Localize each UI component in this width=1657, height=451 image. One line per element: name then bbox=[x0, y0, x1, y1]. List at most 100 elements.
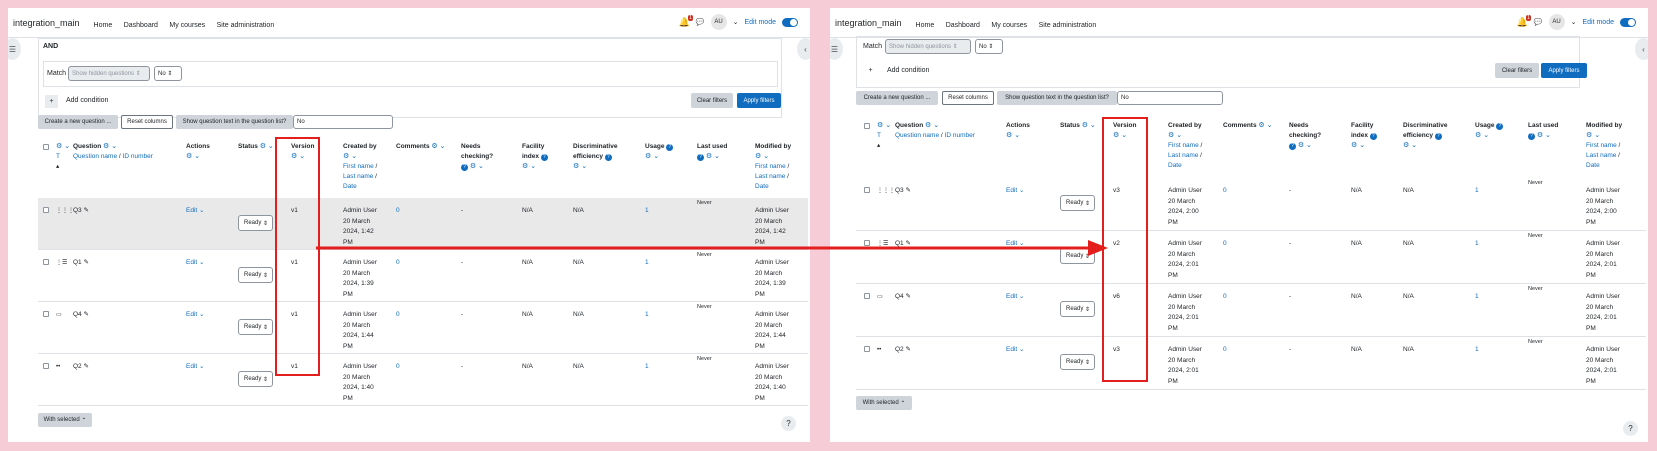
status-select[interactable]: Ready ⇕ bbox=[238, 215, 273, 231]
edit-menu[interactable]: Edit ⌄ bbox=[186, 206, 204, 217]
help-icon[interactable]: ? bbox=[781, 416, 796, 431]
add-condition[interactable]: Add condition bbox=[887, 67, 930, 74]
avatar[interactable]: AU bbox=[1548, 14, 1565, 30]
show-text-select[interactable]: No bbox=[293, 115, 393, 129]
edit-link[interactable]: Edit bbox=[186, 259, 198, 266]
clear-filters-button[interactable]: Clear filters bbox=[691, 93, 733, 108]
needs-gear-icon[interactable]: ⚙ ⌄ bbox=[469, 163, 484, 170]
comments-cell[interactable]: 0 bbox=[1223, 293, 1227, 300]
version-gear-icon[interactable]: ⚙ ⌄ bbox=[291, 153, 306, 160]
row-checkbox[interactable] bbox=[864, 346, 870, 352]
edit-link[interactable]: Edit bbox=[186, 311, 198, 318]
discriminative-gear-icon[interactable]: ⚙ ⌄ bbox=[573, 163, 588, 170]
create-question-button[interactable]: Create a new question ... bbox=[38, 115, 118, 129]
comments-cell[interactable]: 0 bbox=[1223, 240, 1227, 247]
help-circle-icon[interactable]: ? bbox=[461, 164, 468, 171]
row-checkbox[interactable] bbox=[864, 240, 870, 246]
edit-menu[interactable]: Edit ⌄ bbox=[186, 310, 204, 321]
usage-gear-icon[interactable]: ⚙ ⌄ bbox=[1475, 132, 1490, 139]
edit-link[interactable]: Edit bbox=[1006, 187, 1018, 194]
select-all-checkbox[interactable] bbox=[43, 144, 49, 150]
modified-by-gear-icon[interactable]: ⚙ ⌄ bbox=[755, 153, 770, 160]
row-checkbox[interactable] bbox=[43, 363, 49, 369]
row-checkbox[interactable] bbox=[43, 311, 49, 317]
created-by-gear-icon[interactable]: ⚙ ⌄ bbox=[1168, 132, 1183, 139]
sort-last-name-link[interactable]: Last name bbox=[1586, 152, 1617, 159]
nav-my-courses[interactable]: My courses bbox=[991, 21, 1028, 29]
help-circle-icon[interactable]: ? bbox=[666, 144, 674, 151]
help-circle-icon[interactable]: ? bbox=[1434, 133, 1442, 140]
discriminative-gear-icon[interactable]: ⚙ ⌄ bbox=[1403, 142, 1418, 149]
nav-site-admin[interactable]: Site administration bbox=[1038, 21, 1097, 29]
help-circle-icon[interactable]: ? bbox=[1528, 133, 1535, 140]
drawer-toggle-icon[interactable]: ☰ bbox=[830, 38, 843, 60]
drawer-toggle-icon[interactable]: ☰ bbox=[8, 38, 21, 60]
chevron-down-icon[interactable]: ⌄ bbox=[1570, 19, 1577, 26]
bell-icon[interactable]: 🔔 1 bbox=[1516, 14, 1531, 27]
edit-menu[interactable]: Edit ⌄ bbox=[186, 258, 204, 269]
apply-filters-button[interactable]: Apply filters bbox=[737, 93, 781, 108]
sort-date-link[interactable]: Date bbox=[755, 183, 769, 190]
help-circle-icon[interactable]: ? bbox=[540, 154, 548, 161]
reset-columns-button[interactable]: Reset columns bbox=[121, 115, 173, 129]
edit-menu[interactable]: Edit ⌄ bbox=[1006, 292, 1024, 303]
type-sort-gear-icon[interactable]: ⚙ ⌄ bbox=[877, 122, 892, 129]
usage-cell[interactable]: 1 bbox=[645, 311, 649, 318]
status-select[interactable]: Ready ⇕ bbox=[238, 371, 273, 387]
sort-id-number-link[interactable]: ID number bbox=[944, 132, 975, 139]
pencil-icon[interactable]: ✎ bbox=[905, 346, 911, 353]
actions-gear-icon[interactable]: ⚙ ⌄ bbox=[186, 153, 201, 160]
help-circle-icon[interactable]: ? bbox=[604, 154, 612, 161]
sort-type-link[interactable]: T bbox=[56, 153, 60, 160]
pencil-icon[interactable]: ✎ bbox=[83, 363, 89, 370]
modified-by-gear-icon[interactable]: ⚙ ⌄ bbox=[1586, 132, 1601, 139]
help-circle-icon[interactable]: ? bbox=[1496, 123, 1504, 130]
help-circle-icon[interactable]: ? bbox=[697, 154, 704, 161]
edit-menu[interactable]: Edit ⌄ bbox=[186, 362, 204, 373]
status-select[interactable]: Ready ⇕ bbox=[238, 267, 273, 283]
sort-first-name-link[interactable]: First name bbox=[1586, 142, 1617, 149]
bell-icon[interactable]: 🔔 1 bbox=[678, 14, 693, 27]
chevron-down-icon[interactable]: ⌄ bbox=[732, 19, 739, 26]
status-select[interactable]: Ready ⇕ bbox=[1060, 195, 1095, 211]
edit-link[interactable]: Edit bbox=[1006, 346, 1018, 353]
chevron-left-icon[interactable]: ‹ bbox=[797, 38, 810, 60]
nav-home[interactable]: Home bbox=[93, 21, 113, 29]
sort-date-link[interactable]: Date bbox=[1586, 162, 1600, 169]
type-sort-gear-icon[interactable]: ⚙ ⌄ bbox=[56, 143, 71, 150]
edit-mode-toggle[interactable] bbox=[782, 17, 798, 27]
plus-icon[interactable]: + bbox=[868, 67, 873, 74]
row-checkbox[interactable] bbox=[43, 207, 49, 213]
sort-question-name-link[interactable]: Question name bbox=[73, 153, 118, 160]
usage-cell[interactable]: 1 bbox=[1475, 187, 1479, 194]
edit-menu[interactable]: Edit ⌄ bbox=[1006, 186, 1024, 197]
usage-cell[interactable]: 1 bbox=[1475, 293, 1479, 300]
edit-link[interactable]: Edit bbox=[186, 363, 198, 370]
last-used-gear-icon[interactable]: ⚙ ⌄ bbox=[705, 153, 720, 160]
sort-first-name-link[interactable]: First name bbox=[343, 163, 374, 170]
sort-first-name-link[interactable]: First name bbox=[1168, 142, 1199, 149]
with-selected-button[interactable]: With selected ⌃ bbox=[856, 396, 912, 410]
comments-cell[interactable]: 0 bbox=[396, 363, 400, 370]
comments-gear-icon[interactable]: ⚙ ⌄ bbox=[1258, 122, 1273, 129]
sort-date-link[interactable]: Date bbox=[343, 183, 357, 190]
sort-question-name-link[interactable]: Question name bbox=[895, 132, 940, 139]
edit-link[interactable]: Edit bbox=[186, 207, 198, 214]
usage-cell[interactable]: 1 bbox=[645, 363, 649, 370]
show-text-select[interactable]: No bbox=[1117, 91, 1223, 105]
site-brand[interactable]: integration_main bbox=[13, 17, 80, 28]
sort-last-name-link[interactable]: Last name bbox=[1168, 152, 1199, 159]
nav-dashboard[interactable]: Dashboard bbox=[123, 21, 158, 29]
help-icon[interactable]: ? bbox=[1623, 421, 1638, 436]
pencil-icon[interactable]: ✎ bbox=[83, 207, 89, 214]
status-select[interactable]: Ready ⇕ bbox=[1060, 301, 1095, 317]
comments-cell[interactable]: 0 bbox=[396, 311, 400, 318]
version-gear-icon[interactable]: ⚙ ⌄ bbox=[1113, 132, 1128, 139]
edit-link[interactable]: Edit bbox=[1006, 240, 1018, 247]
chat-icon[interactable]: 💬 bbox=[695, 19, 705, 26]
comments-gear-icon[interactable]: ⚙ ⌄ bbox=[431, 143, 446, 150]
pencil-icon[interactable]: ✎ bbox=[905, 187, 911, 194]
sort-id-number-link[interactable]: ID number bbox=[122, 153, 153, 160]
help-circle-icon[interactable]: ? bbox=[1289, 143, 1296, 150]
avatar[interactable]: AU bbox=[710, 14, 727, 30]
